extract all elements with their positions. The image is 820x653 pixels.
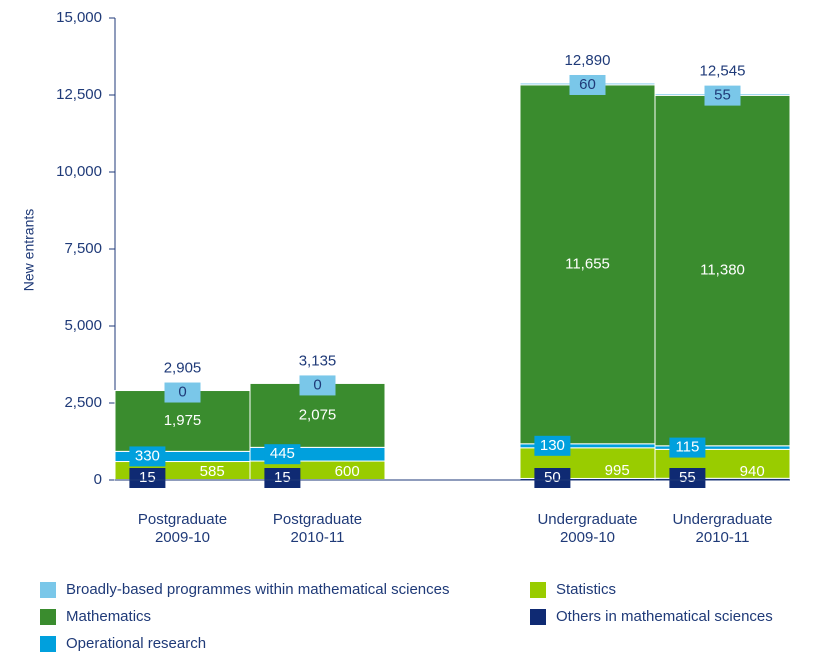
y-tick-label: 15,000 xyxy=(56,9,102,26)
data-label: 11,380 xyxy=(700,262,745,279)
data-label: 330 xyxy=(135,447,160,464)
label-box xyxy=(669,468,706,488)
data-label: 600 xyxy=(335,463,360,480)
label-box xyxy=(264,444,301,465)
y-tick-label: 0 xyxy=(94,471,102,488)
label-box xyxy=(569,74,606,95)
total-label: 2,905 xyxy=(164,359,202,376)
x-tick-label: 2009-10 xyxy=(560,529,615,546)
label-box xyxy=(264,468,301,488)
label-box xyxy=(129,446,166,467)
label-box xyxy=(669,437,706,458)
legend-swatch xyxy=(40,609,56,625)
data-label: 15 xyxy=(139,469,156,486)
x-tick-label: 2010-11 xyxy=(696,529,750,546)
data-label: 55 xyxy=(679,469,696,486)
data-label: 0 xyxy=(313,376,321,393)
label-box xyxy=(704,85,741,106)
legend-swatch xyxy=(530,609,546,625)
data-label: 995 xyxy=(605,462,630,479)
label-box xyxy=(299,375,336,396)
data-label: 2,075 xyxy=(299,406,337,423)
label-box xyxy=(129,468,166,488)
data-label: 55 xyxy=(714,87,731,104)
legend-swatch xyxy=(40,636,56,652)
label-box xyxy=(534,435,571,456)
data-label: 115 xyxy=(675,439,699,456)
x-tick-label: 2009-10 xyxy=(155,529,210,546)
data-label: 445 xyxy=(270,445,295,462)
total-label: 12,545 xyxy=(700,63,746,80)
x-tick-label: Undergraduate xyxy=(537,511,637,528)
data-label: 585 xyxy=(200,463,225,480)
y-tick-label: 2,500 xyxy=(64,394,102,411)
data-label: 60 xyxy=(579,76,596,93)
legend-swatch xyxy=(530,582,546,598)
total-label: 12,890 xyxy=(565,52,611,69)
bar-segment xyxy=(654,94,791,447)
y-tick-label: 12,500 xyxy=(56,86,102,103)
legend-swatch xyxy=(40,582,56,598)
total-label: 3,135 xyxy=(299,352,337,369)
label-box xyxy=(534,468,571,488)
legend-label: Broadly-based programmes within mathemat… xyxy=(66,581,450,598)
y-tick-label: 7,500 xyxy=(64,240,102,257)
data-label: 130 xyxy=(540,437,565,454)
data-label: 50 xyxy=(544,469,561,486)
data-label: 0 xyxy=(178,383,186,400)
x-tick-label: Undergraduate xyxy=(672,511,772,528)
bar-segment xyxy=(519,84,656,445)
label-box xyxy=(164,382,201,403)
x-tick-label: Postgraduate xyxy=(138,511,227,528)
x-tick-label: 2010-11 xyxy=(291,529,345,546)
y-tick-label: 5,000 xyxy=(64,317,102,334)
data-label: 1,975 xyxy=(164,412,202,429)
legend-label: Others in mathematical sciences xyxy=(556,608,773,625)
legend-label: Operational research xyxy=(66,635,206,652)
y-axis-label: New entrants xyxy=(21,209,37,291)
data-label: 940 xyxy=(740,463,765,480)
legend-label: Statistics xyxy=(556,581,616,598)
data-label: 15 xyxy=(274,469,291,486)
legend-label: Mathematics xyxy=(66,608,151,625)
data-label: 11,655 xyxy=(565,255,610,272)
x-tick-label: Postgraduate xyxy=(273,511,362,528)
y-tick-label: 10,000 xyxy=(56,163,102,180)
